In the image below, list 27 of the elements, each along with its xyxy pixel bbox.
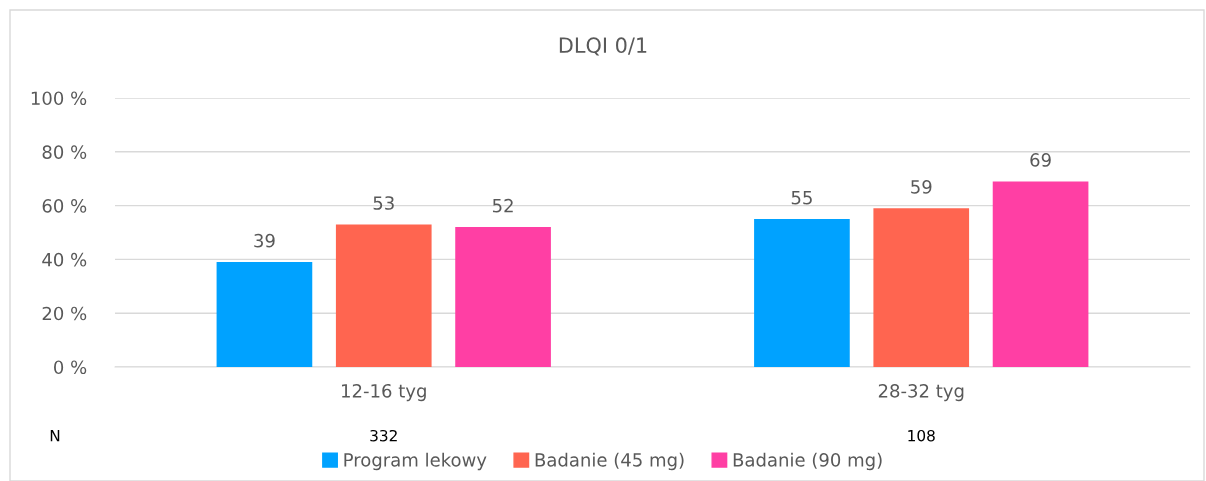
bar [455, 227, 551, 367]
bar [873, 208, 970, 367]
data-label: 55 [791, 191, 812, 205]
legend-label: Program lekowy [344, 452, 487, 471]
bar [754, 219, 850, 367]
y-tick-label: 40 % [42, 252, 87, 267]
data-label: 69 [1030, 153, 1051, 167]
text: N [50, 430, 60, 442]
bar [335, 224, 432, 367]
bar [216, 262, 313, 367]
text: 108 [908, 429, 935, 442]
y-tick-label: 60 % [42, 199, 87, 213]
legend-label: Badanie (90 mg) [733, 452, 882, 471]
y-tick-label: 0 % [54, 360, 87, 375]
x-tick-label: 12-16 tyg [342, 383, 426, 402]
y-tick-label: 20 % [42, 306, 87, 321]
x-tick-label: 28-32 tyg [878, 383, 964, 402]
text: 332 [370, 429, 397, 442]
data-label: 39 [254, 233, 275, 248]
data-label: 59 [911, 180, 932, 194]
data-label: 53 [373, 196, 394, 210]
y-tick-label: 80 % [42, 145, 87, 159]
bar [992, 181, 1089, 367]
data-label: 52 [492, 198, 513, 213]
chart-title: DLQI 0/1 [559, 37, 647, 56]
y-tick-label: 100 % [31, 91, 87, 106]
legend-label: Badanie (45 mg) [535, 452, 684, 471]
